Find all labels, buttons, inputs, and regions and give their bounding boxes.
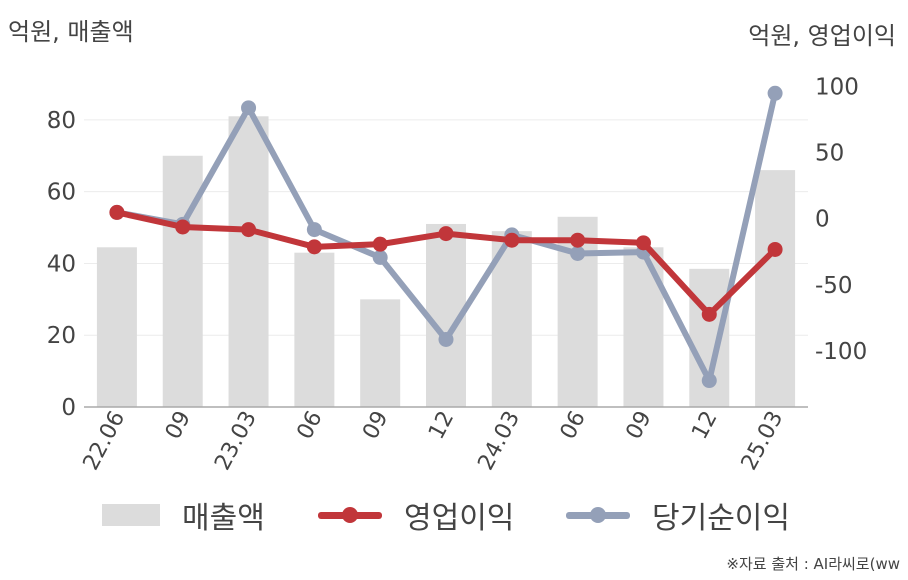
legend-item-net-income: 당기순이익 xyxy=(566,492,790,538)
net-income-point xyxy=(438,331,454,347)
right-axis-tick-label: 0 xyxy=(815,207,830,233)
net-income-point xyxy=(701,373,717,389)
x-axis-tick-label: 12 xyxy=(424,407,459,443)
revenue-bar xyxy=(755,170,796,407)
x-axis-tick-label: 06 xyxy=(292,407,327,443)
operating-profit-point xyxy=(372,236,388,252)
right-axis-unit-label: 억원, 영업이익 xyxy=(748,22,896,50)
legend-label-revenue: 매출액 xyxy=(182,501,265,536)
legend-item-operating-profit: 영업이익 xyxy=(318,492,514,538)
left-axis-tick-label: 80 xyxy=(47,108,76,134)
legend-line-swatch-operating xyxy=(318,504,382,526)
operating-profit-point xyxy=(175,219,191,235)
x-axis-tick-label: 22.06 xyxy=(79,407,131,474)
left-axis-tick-label: 0 xyxy=(61,395,76,421)
right-axis-tick-label: 100 xyxy=(815,74,859,100)
net-income-point xyxy=(306,222,322,238)
operating-profit-point xyxy=(241,222,257,238)
legend-label-net-income: 당기순이익 xyxy=(652,501,790,536)
operating-profit-point xyxy=(701,306,717,322)
operating-profit-point xyxy=(109,204,125,220)
x-axis-tick-label: 25.03 xyxy=(737,407,789,474)
operating-profit-point xyxy=(438,226,454,242)
x-axis-tick-label: 24.03 xyxy=(473,407,525,474)
net-income-point xyxy=(767,85,783,101)
x-axis-tick-label: 09 xyxy=(358,407,393,443)
revenue-bars xyxy=(96,116,796,408)
x-axis-tick-label: 12 xyxy=(687,407,722,443)
operating-profit-point xyxy=(767,241,783,257)
revenue-bar xyxy=(294,252,335,407)
x-axis-tick-label: 09 xyxy=(622,407,657,443)
x-axis-ticks: 22.06 09 23.03 06 09 12 24.03 06 09 12 25.03 xyxy=(79,407,789,474)
revenue-bar xyxy=(360,299,401,407)
right-axis-tick-label: -50 xyxy=(815,273,853,299)
x-axis-tick-label: 06 xyxy=(556,407,591,443)
right-axis-tick-label: 50 xyxy=(815,141,844,167)
revenue-bar xyxy=(228,116,269,408)
operating-profit-point xyxy=(635,235,651,251)
net-income-point xyxy=(241,100,257,116)
operating-profit-point xyxy=(570,232,586,248)
right-axis-ticks: 100 50 0 -50 -100 xyxy=(815,74,867,365)
net-income-point xyxy=(570,245,586,261)
revenue-bar xyxy=(96,247,137,407)
net-income-point xyxy=(372,249,388,265)
operating-profit-point xyxy=(504,232,520,248)
profit-lines xyxy=(109,85,783,389)
revenue-bar xyxy=(623,247,664,407)
x-axis-tick-label: 23.03 xyxy=(210,407,262,474)
left-axis-ticks: 0 20 40 60 80 xyxy=(47,108,76,421)
chart-legend: 매출액 영업이익 당기순이익 xyxy=(0,492,908,538)
left-axis-unit-label: 억원, 매출액 xyxy=(8,18,134,46)
right-axis-tick-label: -100 xyxy=(815,339,867,365)
legend-label-operating-profit: 영업이익 xyxy=(404,501,515,536)
operating-profit-point xyxy=(306,239,322,255)
left-axis-tick-label: 20 xyxy=(47,323,76,349)
legend-bar-swatch xyxy=(102,504,160,526)
source-note: ※자료 출처 : AI라씨로(ww xyxy=(726,555,900,573)
combo-chart: 0 20 40 60 80 100 50 0 -50 -100 22.06 09 23.03 06 09… xyxy=(47,74,867,474)
left-axis-tick-label: 60 xyxy=(47,180,76,206)
legend-line-swatch-net xyxy=(566,504,630,526)
x-axis-tick-label: 09 xyxy=(161,407,196,443)
left-axis-tick-label: 40 xyxy=(47,251,76,277)
legend-item-revenue: 매출액 xyxy=(102,492,265,538)
